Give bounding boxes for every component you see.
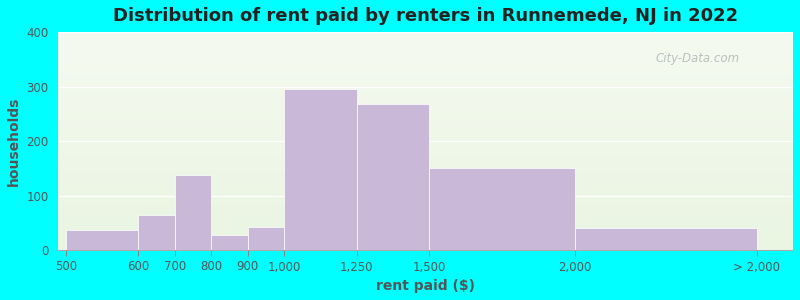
Bar: [175, 176, 211, 250]
Bar: [430, 168, 575, 250]
Bar: [66, 230, 138, 250]
Bar: [211, 235, 247, 250]
Bar: [357, 104, 430, 250]
X-axis label: rent paid ($): rent paid ($): [376, 279, 475, 293]
Title: Distribution of rent paid by renters in Runnemede, NJ in 2022: Distribution of rent paid by renters in …: [114, 7, 738, 25]
Text: City-Data.com: City-Data.com: [655, 52, 740, 65]
Bar: [138, 215, 175, 250]
Y-axis label: households: households: [7, 96, 21, 186]
Bar: [284, 89, 357, 250]
Bar: [247, 227, 284, 250]
Bar: [575, 228, 757, 250]
